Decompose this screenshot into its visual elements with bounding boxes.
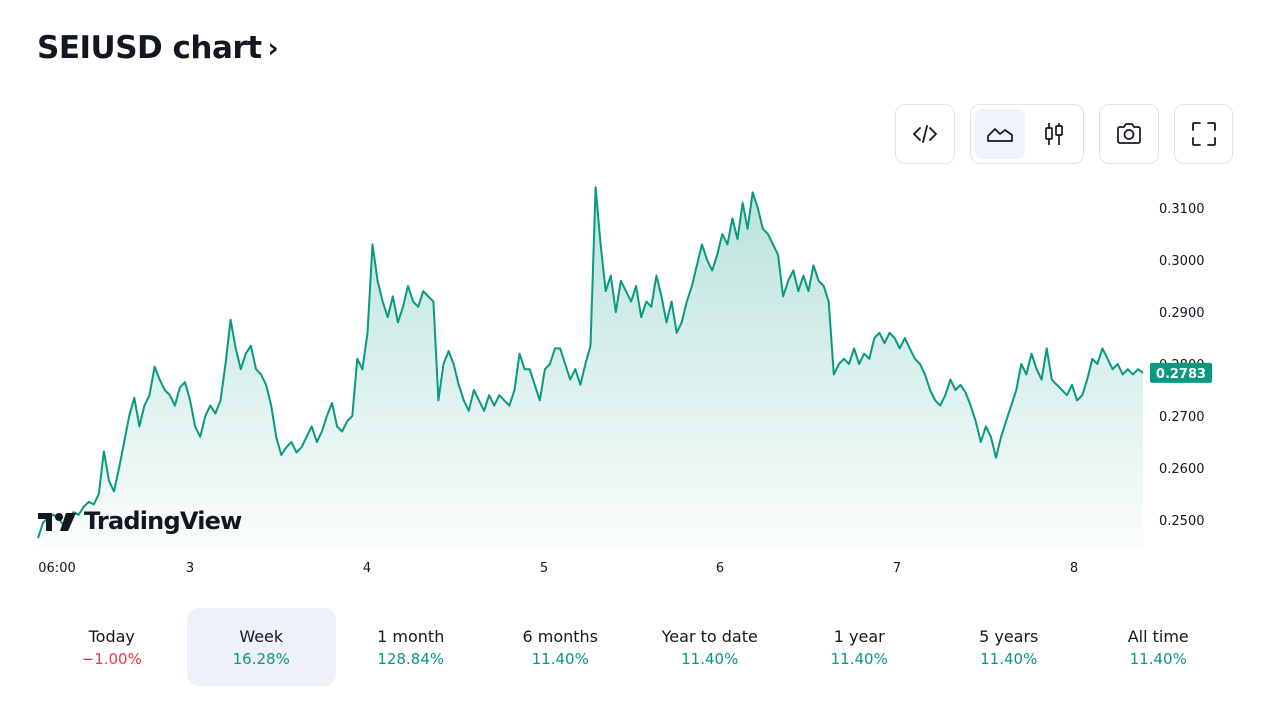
candles-chart-button[interactable] xyxy=(1029,109,1079,159)
fullscreen-icon xyxy=(1191,122,1216,146)
x-axis-tick-label: 5 xyxy=(540,561,548,576)
chart-title-link[interactable]: SEIUSD chart › xyxy=(37,30,279,66)
candlestick-icon xyxy=(1045,123,1063,145)
period-tab[interactable]: Year to date 11.40% xyxy=(635,608,785,686)
tradingview-wordmark: TradingView xyxy=(84,507,242,535)
area-chart-icon xyxy=(987,128,1013,142)
period-label: 1 year xyxy=(833,626,885,646)
period-tab[interactable]: Week 16.28% xyxy=(186,608,336,686)
snapshot-button[interactable] xyxy=(1099,104,1159,164)
period-tab[interactable]: 1 year 11.40% xyxy=(785,608,935,686)
price-chart[interactable]: 0.31000.30000.29000.28000.27000.26000.25… xyxy=(0,170,1280,585)
period-label: 5 years xyxy=(979,626,1039,646)
period-tab[interactable]: 6 months 11.40% xyxy=(486,608,636,686)
period-label: 1 month xyxy=(377,626,445,646)
x-axis-tick-label: 6 xyxy=(716,561,724,576)
y-axis-tick-label: 0.2600 xyxy=(1159,462,1205,477)
code-icon xyxy=(913,125,937,143)
period-change-value: 11.40% xyxy=(980,649,1038,668)
fullscreen-button[interactable] xyxy=(1174,104,1233,164)
performance-periods: Today −1.00% Week 16.28% 1 month 128.84% 6 mon… xyxy=(37,608,1233,686)
period-change-value: 11.40% xyxy=(1129,649,1187,668)
x-axis-tick-label: 7 xyxy=(893,561,901,576)
y-axis-tick-label: 0.2900 xyxy=(1159,306,1205,321)
x-axis-tick-label: 4 xyxy=(363,561,371,576)
x-axis-tick-label: 8 xyxy=(1070,561,1078,576)
svg-text:0.2783: 0.2783 xyxy=(1156,367,1206,382)
period-change-value: 11.40% xyxy=(681,649,739,668)
tradingview-logo-icon xyxy=(38,513,76,531)
period-tab[interactable]: 5 years 11.40% xyxy=(934,608,1084,686)
chart-title: SEIUSD chart xyxy=(37,30,262,66)
y-axis-tick-label: 0.3000 xyxy=(1159,254,1205,269)
period-label: 6 months xyxy=(522,626,599,646)
camera-icon xyxy=(1117,123,1141,144)
period-change-value: −1.00% xyxy=(81,649,142,668)
y-axis-tick-label: 0.2700 xyxy=(1159,410,1205,425)
y-axis-tick-label: 0.3100 xyxy=(1159,202,1205,217)
area-chart-button[interactable] xyxy=(975,109,1025,159)
period-label: Year to date xyxy=(661,626,758,646)
price-area-fill xyxy=(38,187,1143,548)
period-change-value: 11.40% xyxy=(830,649,888,668)
period-change-value: 128.84% xyxy=(377,649,445,668)
tradingview-logo[interactable]: TradingView xyxy=(38,507,242,535)
period-change-value: 16.28% xyxy=(232,649,290,668)
last-price-label: 0.2783 xyxy=(1150,362,1212,383)
period-tab[interactable]: 1 month 128.84% xyxy=(336,608,486,686)
x-axis-tick-label: 06:00 xyxy=(38,561,75,576)
chart-type-switch xyxy=(970,104,1084,164)
price-line xyxy=(37,186,1144,539)
period-label: Week xyxy=(239,626,284,646)
period-label: All time xyxy=(1127,626,1189,646)
x-axis-tick-label: 3 xyxy=(186,561,194,576)
embed-button[interactable] xyxy=(895,104,955,164)
period-tab[interactable]: Today −1.00% xyxy=(37,608,187,686)
period-label: Today xyxy=(88,626,135,646)
period-change-value: 11.40% xyxy=(531,649,589,668)
chevron-right-icon: › xyxy=(267,32,279,64)
period-tab[interactable]: All time 11.40% xyxy=(1084,608,1234,686)
y-axis-tick-label: 0.2500 xyxy=(1159,514,1205,529)
